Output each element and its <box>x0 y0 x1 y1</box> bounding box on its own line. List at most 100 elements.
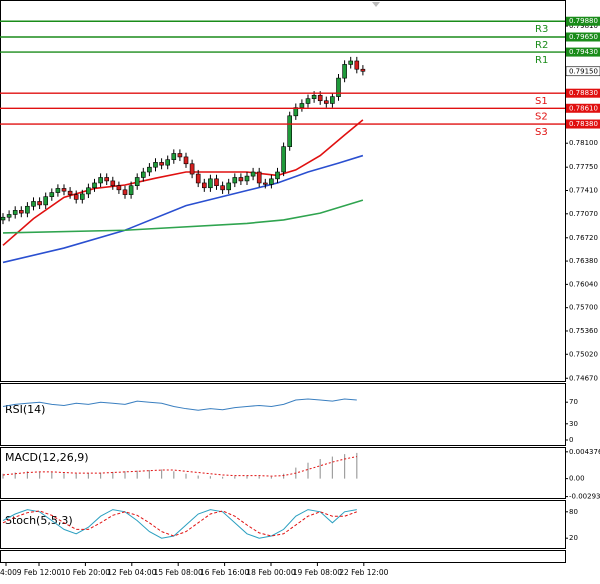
y-tick-label: 0.77070 <box>569 210 598 218</box>
candle-body <box>110 180 116 187</box>
candle-body <box>323 100 329 104</box>
macd-panel <box>0 447 566 499</box>
macd-title: MACD(12,26,9) <box>5 451 89 464</box>
candle-body <box>25 205 30 214</box>
candle-body <box>281 146 286 173</box>
level-box <box>566 119 600 129</box>
macd-bar <box>87 473 89 479</box>
candle-body <box>336 77 341 97</box>
x-tick-label: 16 Feb 16:00 <box>200 568 249 577</box>
candle-body <box>238 177 244 182</box>
macd-bar <box>258 476 260 479</box>
candle-body <box>12 210 18 215</box>
macd-bar <box>148 470 150 479</box>
last-price-label: 0.79150 <box>569 67 598 75</box>
macd-bar <box>63 473 65 479</box>
x-tick-label: 15 Feb 08:00 <box>154 568 203 577</box>
candle-body <box>31 201 36 207</box>
indicator-line <box>2 509 357 539</box>
level-label: 0.78380 <box>569 120 598 128</box>
candle-body <box>141 171 146 178</box>
candle-body <box>43 196 49 206</box>
macd-bar <box>356 452 358 479</box>
candle-body <box>177 153 183 158</box>
candle-body <box>208 178 213 189</box>
level-label: 0.79430 <box>569 48 598 56</box>
macd-bar <box>136 470 138 479</box>
candle-body <box>49 192 55 197</box>
level-box <box>566 16 600 26</box>
y-tick-label: 0.00 <box>569 475 585 483</box>
candle-body <box>311 94 317 99</box>
macd-bar <box>222 476 224 479</box>
candle-body <box>220 185 225 191</box>
level-label: 0.78830 <box>569 89 598 97</box>
candle-body <box>73 194 79 200</box>
candle-body <box>232 177 238 184</box>
candle-body <box>67 190 73 195</box>
candle-body <box>122 189 128 195</box>
candle-body <box>317 94 323 102</box>
level-label: 0.79650 <box>569 33 598 41</box>
x-tick-label: 12 Feb 04:00 <box>107 568 156 577</box>
macd-bar <box>319 459 321 479</box>
x-tick-label: 4:00 <box>0 568 17 577</box>
y-tick-label: 0.75020 <box>569 350 598 358</box>
rsi-panel <box>0 383 566 446</box>
level-box <box>566 103 600 113</box>
candle-body <box>214 178 219 187</box>
candle-body <box>195 173 201 184</box>
level-name: R2 <box>535 40 548 51</box>
y-tick-label: 0.76380 <box>569 257 598 265</box>
level-box <box>566 32 600 42</box>
candle-body <box>159 162 164 166</box>
candle-body <box>330 96 335 104</box>
macd-bar <box>197 475 199 479</box>
y-tick-label: -0.002935 <box>569 493 600 501</box>
candle-body <box>342 64 347 79</box>
level-box <box>566 47 600 57</box>
candle-body <box>360 68 366 72</box>
candle-body <box>98 177 103 184</box>
indicator-line <box>2 398 357 411</box>
last-price-box <box>565 66 600 77</box>
macd-bar <box>2 473 4 479</box>
level-name: S2 <box>535 111 548 122</box>
candle-body <box>165 159 170 166</box>
x-tick-label: 9 Feb 12:00 <box>17 568 62 577</box>
candle-body <box>128 185 134 195</box>
empty-panel <box>0 550 566 563</box>
candle-body <box>86 187 91 195</box>
y-tick-label: 0.77410 <box>569 187 598 195</box>
macd-bar <box>100 472 102 479</box>
candle-body <box>354 60 360 70</box>
candle-body <box>262 182 268 185</box>
macd-bar <box>173 471 175 479</box>
x-tick-label: 19 Feb 08:00 <box>293 568 342 577</box>
macd-bar <box>307 462 309 479</box>
x-tick-label: 22 Feb 12:00 <box>339 568 388 577</box>
candle-body <box>116 185 122 191</box>
candle-body <box>183 156 189 165</box>
candle-body <box>189 163 195 175</box>
y-tick-label: 0.76040 <box>569 280 598 288</box>
scroll-marker <box>372 2 380 7</box>
macd-bar <box>270 476 272 479</box>
moving-average <box>2 199 364 234</box>
x-tick-label: 18 Feb 00:00 <box>246 568 295 577</box>
candle-body <box>55 188 61 193</box>
level-name: S1 <box>535 96 548 107</box>
candle-body <box>348 60 354 65</box>
macd-bar <box>234 476 236 479</box>
candle-body <box>256 171 262 184</box>
y-tick-label: 0.75700 <box>569 304 598 312</box>
y-tick-label: 0.76720 <box>569 234 598 242</box>
candle-body <box>80 193 85 200</box>
y-tick-label: 80 <box>569 508 578 516</box>
candle-body <box>61 188 67 192</box>
stoch-panel <box>0 500 566 549</box>
macd-bar <box>331 456 333 479</box>
candle-body <box>171 153 177 160</box>
